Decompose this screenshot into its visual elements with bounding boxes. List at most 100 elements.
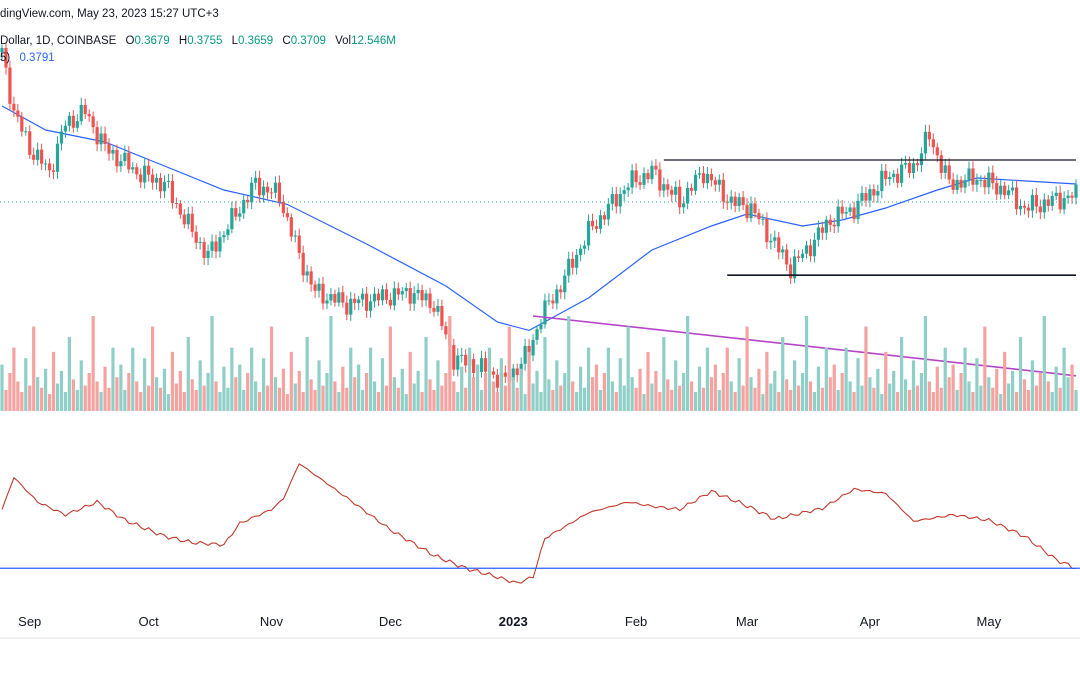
volume-bar	[16, 381, 20, 411]
candle-body	[761, 218, 765, 220]
volume-bar	[341, 366, 345, 411]
candle-body	[325, 300, 329, 304]
candle-body	[674, 186, 678, 195]
volume-bar	[1058, 387, 1062, 411]
volume-bar	[1050, 392, 1054, 411]
volume-bar	[907, 389, 912, 411]
volume-bar	[991, 387, 995, 411]
candle-body	[523, 345, 527, 364]
candle-body	[91, 116, 95, 128]
candle-body	[785, 249, 789, 265]
candle-body	[420, 290, 424, 301]
candle-body	[127, 152, 131, 170]
candle-body	[281, 201, 285, 214]
candle-body	[812, 239, 817, 257]
volume-bar	[999, 394, 1003, 411]
volume-bar	[479, 389, 484, 411]
close-key: C	[282, 35, 291, 47]
volume-bar	[242, 389, 246, 411]
volume-bar	[1022, 379, 1027, 411]
candle-body	[353, 298, 357, 304]
volume-bar	[261, 358, 266, 411]
candle-body	[995, 183, 999, 195]
candle-body	[567, 258, 571, 276]
volume-bar	[650, 383, 654, 411]
candle-body	[1022, 205, 1027, 208]
volume-bar	[975, 358, 979, 411]
candle-body	[206, 250, 210, 258]
candle-body	[1054, 192, 1058, 196]
candle-body	[214, 241, 218, 252]
volume-bar	[860, 385, 864, 411]
candle-body	[32, 154, 36, 160]
volume-bar	[43, 368, 48, 411]
candle-body	[872, 189, 876, 196]
candle-body	[404, 288, 408, 292]
candle-body	[400, 291, 404, 295]
candle-body	[178, 203, 182, 215]
candle-body	[305, 271, 309, 276]
volume-bar	[186, 337, 190, 411]
candle-body	[162, 181, 167, 192]
candle-body	[158, 177, 163, 192]
volume-bar	[103, 366, 107, 411]
candle-body	[662, 184, 666, 191]
volume-bar	[686, 316, 690, 411]
volume-bar	[610, 381, 614, 411]
volume-bar	[1062, 347, 1066, 411]
volume-bar	[329, 316, 333, 411]
volume-bar	[543, 337, 547, 411]
candle-body	[1026, 207, 1031, 211]
candle-body	[602, 215, 606, 220]
volume-bar	[32, 326, 36, 411]
candle-body	[999, 185, 1003, 195]
candle-body	[1042, 199, 1046, 213]
close-value: 0.3709	[290, 35, 326, 47]
candle-body	[12, 103, 16, 111]
volume-bar	[226, 387, 230, 411]
volume-bar	[198, 360, 202, 411]
x-tick-label-2023: 2023	[499, 614, 528, 629]
volume-bar	[305, 337, 309, 411]
candle-body	[923, 131, 928, 154]
volume-bar	[273, 377, 278, 411]
volume-bar	[689, 381, 694, 411]
volume-bar	[214, 381, 218, 411]
candle-body	[757, 212, 761, 220]
candle-body	[357, 299, 361, 304]
candle-body	[804, 245, 809, 254]
volume-bar	[915, 385, 920, 411]
candle-body	[226, 229, 230, 236]
candle-body	[638, 182, 642, 185]
volume-bar	[721, 373, 725, 411]
watermark-source-line: dingView.com, May 23, 2023 15:27 UTC+3	[0, 8, 219, 20]
candle-body	[749, 203, 753, 219]
volume-bar	[75, 389, 79, 411]
x-tick-label-dec: Dec	[379, 614, 403, 629]
candle-body	[693, 174, 698, 191]
candle-body	[67, 115, 71, 126]
volume-bar	[816, 366, 820, 411]
volume-bar	[630, 377, 634, 411]
volume-bar	[793, 360, 797, 411]
candle-body	[1066, 195, 1070, 199]
volume-bar	[293, 383, 297, 411]
candle-body	[915, 163, 920, 166]
candle-body	[388, 299, 392, 306]
candle-body	[983, 179, 987, 188]
volume-bar	[174, 383, 178, 411]
candle-body	[987, 172, 991, 188]
candle-body	[230, 208, 234, 230]
candle-body	[666, 184, 670, 190]
candle-body	[479, 358, 484, 373]
candle-body	[979, 179, 983, 181]
candle-body	[79, 104, 83, 122]
candle-body	[186, 213, 190, 225]
candle-body	[963, 179, 967, 188]
volume-bar	[670, 389, 674, 411]
candle-body	[773, 237, 777, 241]
volume-bar	[491, 381, 496, 411]
symbol-info-line: Dollar, 1D, COINBASE O0.3679 H0.3755 L0.…	[0, 35, 396, 47]
